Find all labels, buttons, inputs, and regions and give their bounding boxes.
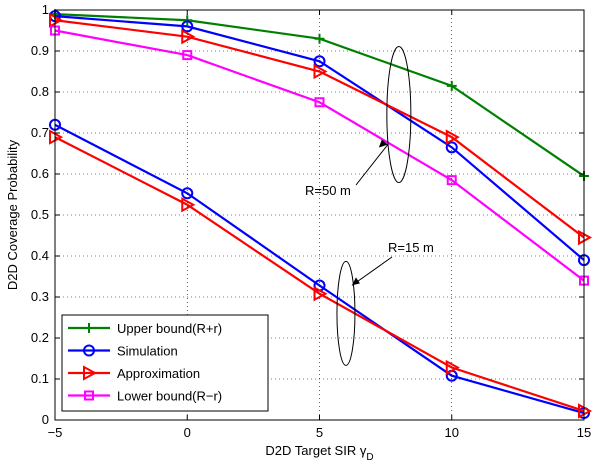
y-tick-label: 0.1 bbox=[31, 371, 49, 386]
annotation-arrowhead-r15 bbox=[351, 277, 360, 286]
data-point-circle bbox=[181, 187, 194, 200]
y-tick-label: 0 bbox=[42, 412, 49, 427]
data-point-square bbox=[314, 97, 325, 108]
series-line bbox=[54, 19, 585, 239]
annotation-ellipse-r15 bbox=[336, 260, 356, 366]
data-point-square bbox=[446, 175, 457, 186]
legend-label: Simulation bbox=[117, 344, 178, 359]
legend-label: Approximation bbox=[117, 366, 200, 381]
y-tick-label: 0.2 bbox=[31, 330, 49, 345]
annotations: R=50 m R=15 m bbox=[305, 46, 434, 366]
legend: Upper bound(R+r) Simulation Approximation L… bbox=[61, 314, 269, 412]
x-axis-label-main: D2D Target SIR γ bbox=[265, 443, 366, 458]
x-tick-label: −5 bbox=[48, 425, 63, 440]
legend-entry: Upper bound(R+r) bbox=[68, 321, 222, 336]
data-point-plus bbox=[446, 80, 457, 91]
annotation-label-r50: R=50 m bbox=[305, 183, 351, 198]
x-tick-label: 15 bbox=[577, 425, 591, 440]
y-tick-label: 0.7 bbox=[31, 125, 49, 140]
y-tick-label: 0.3 bbox=[31, 289, 49, 304]
annotation-arrow-r15 bbox=[351, 256, 393, 286]
y-axis-label: D2D Coverage Probability bbox=[5, 139, 20, 290]
legend-label: Upper bound(R+r) bbox=[117, 321, 222, 336]
y-tick-label: 0.8 bbox=[31, 84, 49, 99]
series-line bbox=[54, 136, 585, 413]
data-point-plus bbox=[182, 15, 193, 26]
annotation-arrowhead-r50 bbox=[378, 139, 388, 148]
y-tick-label: 0.9 bbox=[31, 43, 49, 58]
data-point-plus bbox=[314, 33, 325, 44]
x-tick-label: 5 bbox=[316, 425, 323, 440]
x-tick-label: 0 bbox=[184, 425, 191, 440]
data-point-square bbox=[182, 50, 193, 61]
y-tick-label: 1 bbox=[42, 2, 49, 17]
legend-entry: Lower bound(R−r) bbox=[68, 389, 222, 404]
data-point-triangle bbox=[445, 359, 460, 376]
data-point-triangle bbox=[445, 129, 460, 145]
data-point-triangle bbox=[181, 197, 196, 213]
legend-entry: Approximation bbox=[68, 365, 200, 381]
data-point-circle bbox=[313, 55, 326, 68]
annotation-label-r15: R=15 m bbox=[388, 240, 434, 255]
annotation-ellipse-r50 bbox=[386, 46, 412, 184]
data-point-triangle bbox=[313, 286, 328, 302]
data-point-square bbox=[84, 390, 94, 401]
data-point-triangle bbox=[83, 365, 98, 381]
legend-entry: Simulation bbox=[68, 344, 178, 359]
x-tick-label: 10 bbox=[445, 425, 459, 440]
y-tick-label: 0.5 bbox=[31, 207, 49, 222]
legend-label: Lower bound(R−r) bbox=[117, 389, 222, 404]
x-axis-label-subscript: D bbox=[366, 452, 373, 463]
data-point-circle bbox=[181, 20, 194, 33]
data-point-triangle bbox=[313, 63, 328, 80]
annotation-arrow-r50 bbox=[355, 144, 389, 186]
y-tick-label: 0.4 bbox=[31, 248, 49, 263]
y-tick-label: 0.6 bbox=[31, 166, 49, 181]
data-point-triangle bbox=[181, 28, 196, 45]
data-point-plus bbox=[84, 323, 94, 333]
series-line bbox=[54, 123, 585, 415]
series-line bbox=[54, 15, 585, 261]
data-point-circle bbox=[445, 141, 458, 154]
data-point-circle bbox=[83, 344, 95, 357]
series-line bbox=[54, 29, 585, 282]
x-axis-label: D2D Target SIR γD bbox=[265, 443, 373, 463]
